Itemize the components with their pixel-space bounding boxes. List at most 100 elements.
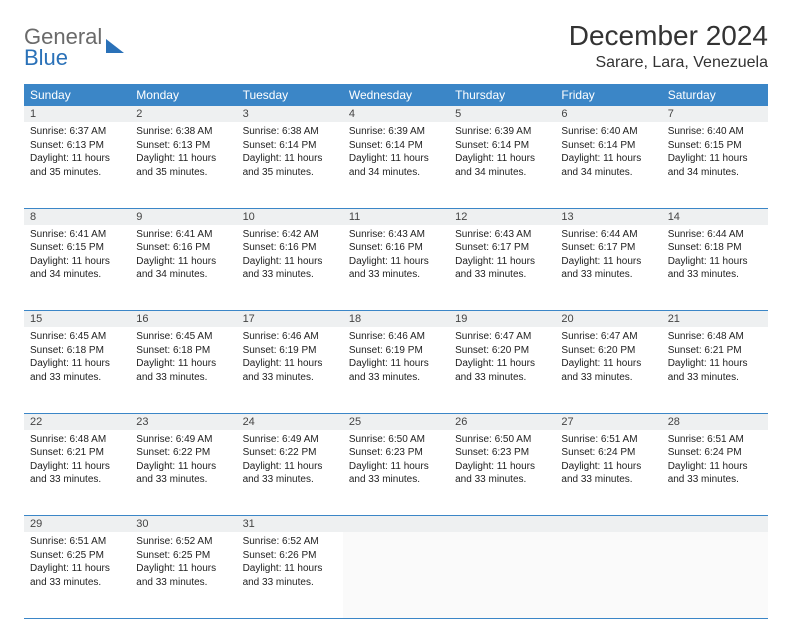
day-detail: Sunrise: 6:51 AMSunset: 6:24 PMDaylight:…	[555, 430, 661, 493]
day-number-cell: 12	[449, 208, 555, 225]
sunrise-line: Sunrise: 6:51 AM	[30, 535, 124, 549]
sunrise-line: Sunrise: 6:43 AM	[455, 228, 549, 242]
day-number-cell: 19	[449, 311, 555, 328]
sunrise-line: Sunrise: 6:50 AM	[349, 433, 443, 447]
day-detail: Sunrise: 6:38 AMSunset: 6:13 PMDaylight:…	[130, 122, 236, 185]
day-detail: Sunrise: 6:51 AMSunset: 6:25 PMDaylight:…	[24, 532, 130, 595]
daylight-line: Daylight: 11 hours and 34 minutes.	[136, 255, 230, 282]
header: General Blue December 2024 Sarare, Lara,…	[24, 20, 768, 72]
day-number-cell: 16	[130, 311, 236, 328]
sunrise-line: Sunrise: 6:51 AM	[668, 433, 762, 447]
sunrise-line: Sunrise: 6:41 AM	[30, 228, 124, 242]
sunset-line: Sunset: 6:16 PM	[243, 241, 337, 255]
sunset-line: Sunset: 6:22 PM	[243, 446, 337, 460]
day-detail: Sunrise: 6:41 AMSunset: 6:16 PMDaylight:…	[130, 225, 236, 288]
day-cell: Sunrise: 6:41 AMSunset: 6:15 PMDaylight:…	[24, 225, 130, 311]
day-cell: Sunrise: 6:42 AMSunset: 6:16 PMDaylight:…	[237, 225, 343, 311]
sunrise-line: Sunrise: 6:46 AM	[349, 330, 443, 344]
day-number-row: 1234567	[24, 106, 768, 122]
day-number-cell: 25	[343, 413, 449, 430]
daylight-line: Daylight: 11 hours and 33 minutes.	[136, 460, 230, 487]
day-cell: Sunrise: 6:49 AMSunset: 6:22 PMDaylight:…	[237, 430, 343, 516]
day-number-cell: 18	[343, 311, 449, 328]
day-cell: Sunrise: 6:40 AMSunset: 6:15 PMDaylight:…	[662, 122, 768, 208]
daylight-line: Daylight: 11 hours and 33 minutes.	[455, 460, 549, 487]
sunrise-line: Sunrise: 6:46 AM	[243, 330, 337, 344]
day-number-cell	[449, 516, 555, 533]
sunrise-line: Sunrise: 6:39 AM	[455, 125, 549, 139]
day-cell: Sunrise: 6:43 AMSunset: 6:16 PMDaylight:…	[343, 225, 449, 311]
daylight-line: Daylight: 11 hours and 34 minutes.	[668, 152, 762, 179]
sunset-line: Sunset: 6:20 PM	[561, 344, 655, 358]
day-cell: Sunrise: 6:39 AMSunset: 6:14 PMDaylight:…	[449, 122, 555, 208]
day-content-row: Sunrise: 6:41 AMSunset: 6:15 PM Daylight:…	[24, 225, 768, 311]
day-detail: Sunrise: 6:52 AMSunset: 6:26 PMDaylight:…	[237, 532, 343, 595]
day-detail: Sunrise: 6:51 AMSunset: 6:24 PMDaylight:…	[662, 430, 768, 493]
day-detail: Sunrise: 6:44 AMSunset: 6:18 PMDaylight:…	[662, 225, 768, 288]
sunrise-line: Sunrise: 6:48 AM	[668, 330, 762, 344]
day-number-cell: 15	[24, 311, 130, 328]
day-number-cell: 9	[130, 208, 236, 225]
daylight-line: Daylight: 11 hours and 33 minutes.	[30, 357, 124, 384]
day-cell: Sunrise: 6:46 AMSunset: 6:19 PMDaylight:…	[237, 327, 343, 413]
day-number-cell	[662, 516, 768, 533]
day-content-row: Sunrise: 6:45 AMSunset: 6:18 PMDaylight:…	[24, 327, 768, 413]
daylight-line: Daylight: 11 hours and 35 minutes.	[30, 152, 124, 179]
sunrise-line: Sunrise: 6:43 AM	[349, 228, 443, 242]
day-cell: Sunrise: 6:48 AMSunset: 6:21 PMDaylight:…	[24, 430, 130, 516]
daylight-line: Daylight: 11 hours and 33 minutes.	[30, 562, 124, 589]
daylight-line: Daylight: 11 hours and 35 minutes.	[136, 152, 230, 179]
sunset-line: Sunset: 6:23 PM	[455, 446, 549, 460]
sunset-line: Sunset: 6:14 PM	[349, 139, 443, 153]
day-cell: Sunrise: 6:52 AMSunset: 6:26 PMDaylight:…	[237, 532, 343, 618]
sunset-line: Sunset: 6:24 PM	[561, 446, 655, 460]
day-cell: Sunrise: 6:48 AMSunset: 6:21 PMDaylight:…	[662, 327, 768, 413]
day-cell: Sunrise: 6:38 AMSunset: 6:14 PMDaylight:…	[237, 122, 343, 208]
sunset-line: Sunset: 6:21 PM	[30, 446, 124, 460]
day-detail: Sunrise: 6:45 AMSunset: 6:18 PMDaylight:…	[24, 327, 130, 390]
sunset-line: Sunset: 6:19 PM	[243, 344, 337, 358]
sunset-line: Sunset: 6:16 PM	[349, 241, 443, 255]
weekday-header-row: SundayMondayTuesdayWednesdayThursdayFrid…	[24, 84, 768, 106]
sunrise-line: Sunrise: 6:44 AM	[561, 228, 655, 242]
day-number-cell: 4	[343, 106, 449, 122]
day-cell	[449, 532, 555, 618]
weekday-header: Monday	[130, 84, 236, 106]
sunrise-line: Sunrise: 6:39 AM	[349, 125, 443, 139]
day-detail: Sunrise: 6:50 AMSunset: 6:23 PMDaylight:…	[449, 430, 555, 493]
sunset-line: Sunset: 6:14 PM	[561, 139, 655, 153]
sunset-line: Sunset: 6:23 PM	[349, 446, 443, 460]
weekday-header: Thursday	[449, 84, 555, 106]
day-number-cell: 27	[555, 413, 661, 430]
daylight-line: Daylight: 11 hours and 33 minutes.	[243, 357, 337, 384]
day-detail: Sunrise: 6:44 AMSunset: 6:17 PMDaylight:…	[555, 225, 661, 288]
day-detail: Sunrise: 6:41 AMSunset: 6:15 PMDaylight:…	[24, 225, 130, 288]
day-cell: Sunrise: 6:50 AMSunset: 6:23 PMDaylight:…	[343, 430, 449, 516]
sunset-line: Sunset: 6:15 PM	[30, 241, 124, 255]
daylight-line: Daylight: 11 hours and 33 minutes.	[561, 255, 655, 282]
calendar-table: SundayMondayTuesdayWednesdayThursdayFrid…	[24, 84, 768, 619]
daylight-line: Daylight: 11 hours and 33 minutes.	[668, 255, 762, 282]
weekday-header: Sunday	[24, 84, 130, 106]
day-number-cell: 28	[662, 413, 768, 430]
day-number-row: 891011121314	[24, 208, 768, 225]
day-cell: Sunrise: 6:46 AMSunset: 6:19 PMDaylight:…	[343, 327, 449, 413]
calendar-page: General Blue December 2024 Sarare, Lara,…	[0, 0, 792, 639]
daylight-line: Daylight: 11 hours and 33 minutes.	[243, 460, 337, 487]
day-detail: Sunrise: 6:46 AMSunset: 6:19 PMDaylight:…	[237, 327, 343, 390]
sunset-line: Sunset: 6:14 PM	[243, 139, 337, 153]
weekday-header: Friday	[555, 84, 661, 106]
brand-text: General Blue	[24, 26, 102, 69]
day-detail: Sunrise: 6:37 AMSunset: 6:13 PMDaylight:…	[24, 122, 130, 185]
day-number-row: 22232425262728	[24, 413, 768, 430]
sunrise-line: Sunrise: 6:47 AM	[561, 330, 655, 344]
sunset-line: Sunset: 6:16 PM	[136, 241, 230, 255]
sunrise-line: Sunrise: 6:48 AM	[30, 433, 124, 447]
sunset-line: Sunset: 6:19 PM	[349, 344, 443, 358]
daylight-line: Daylight: 11 hours and 33 minutes.	[136, 357, 230, 384]
day-cell: Sunrise: 6:51 AMSunset: 6:24 PMDaylight:…	[662, 430, 768, 516]
day-content-row: Sunrise: 6:48 AMSunset: 6:21 PM Daylight:…	[24, 430, 768, 516]
day-content-row: Sunrise: 6:37 AMSunset: 6:13 PMDaylight:…	[24, 122, 768, 208]
day-cell	[662, 532, 768, 618]
day-detail: Sunrise: 6:43 AMSunset: 6:16 PMDaylight:…	[343, 225, 449, 288]
